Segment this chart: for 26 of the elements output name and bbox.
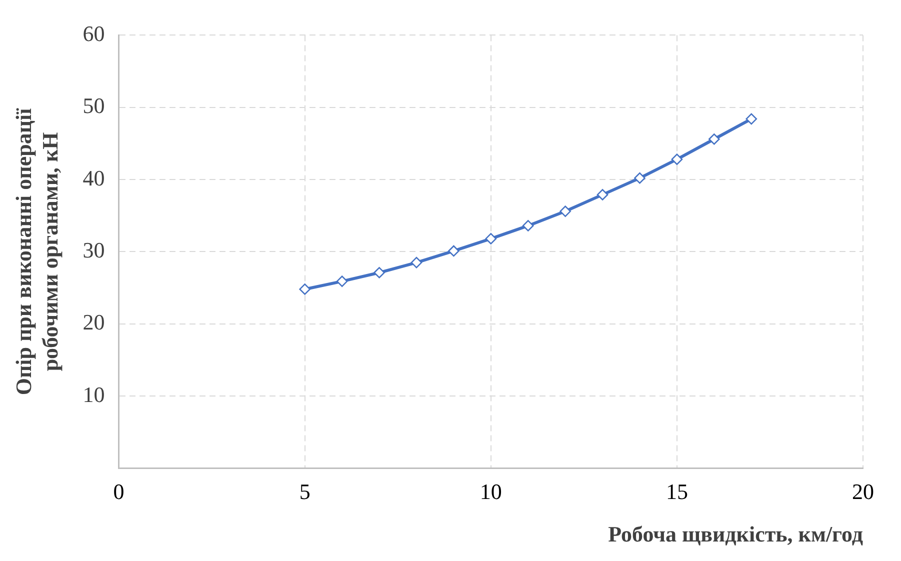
point xyxy=(671,154,683,165)
point xyxy=(374,266,385,278)
x-tick-label: 0 xyxy=(113,479,124,504)
y-tick-label: 40 xyxy=(82,165,105,190)
x-tick-label: 20 xyxy=(852,479,874,504)
point xyxy=(634,172,646,184)
y-tick-label: 50 xyxy=(82,93,105,118)
y-tick-label: 10 xyxy=(82,382,105,407)
point xyxy=(485,233,497,244)
point xyxy=(560,206,571,217)
point xyxy=(596,189,608,200)
point xyxy=(708,133,720,145)
y-axis-title: Опір при виконанні операції робочими органами, кН xyxy=(10,107,62,396)
point xyxy=(336,276,348,287)
point xyxy=(299,284,310,295)
point xyxy=(448,245,460,257)
x-tick-label: 10 xyxy=(480,479,502,504)
point xyxy=(410,256,422,268)
y-tick-label: 60 xyxy=(82,20,105,46)
point xyxy=(746,113,758,125)
y-tick-label: 30 xyxy=(82,237,105,262)
y-tick-label: 20 xyxy=(82,310,105,335)
point xyxy=(522,220,534,232)
x-tick-label: 5 xyxy=(299,479,310,504)
x-tick-label: 15 xyxy=(666,479,688,504)
x-axis-title: Робоча щвидкість, км/год xyxy=(608,521,863,546)
